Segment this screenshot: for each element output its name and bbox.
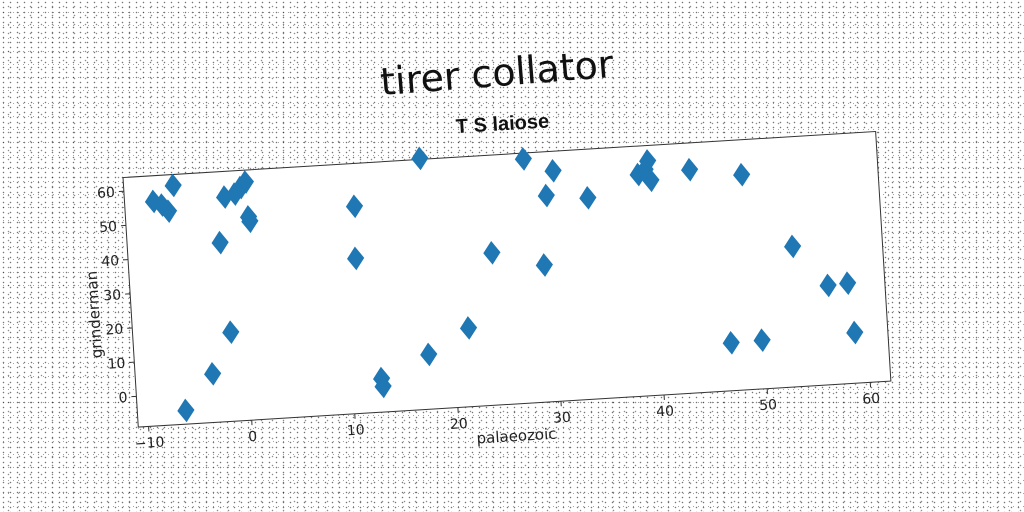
y-tick-label: 20 <box>105 322 124 339</box>
data-point <box>177 398 195 423</box>
x-tick-label: 40 <box>656 403 675 420</box>
x-axis: −10 0 10 20 30 40 50 60 <box>134 382 881 453</box>
y-tick-label: 30 <box>103 287 122 304</box>
plot-area: T S laiose −10 0 10 20 30 40 50 60 0 10 20 30 40 50 6… <box>83 110 892 453</box>
x-tick-label: 60 <box>862 391 881 408</box>
data-point <box>239 205 258 229</box>
x-tick-label: 50 <box>759 397 778 414</box>
y-tick-label: 50 <box>99 219 118 236</box>
data-point <box>681 157 699 182</box>
data-point <box>411 146 429 171</box>
data-point <box>347 246 365 271</box>
scatter-series <box>144 146 864 423</box>
x-axis-label: palaeozoic <box>476 425 557 448</box>
data-point <box>236 170 255 194</box>
data-point <box>374 374 392 399</box>
data-point <box>345 194 364 219</box>
y-axis: 0 10 20 30 40 50 60 <box>97 185 137 407</box>
plot-frame <box>122 130 892 428</box>
data-point <box>544 158 562 183</box>
y-tick-label: 40 <box>101 253 120 270</box>
data-point <box>483 240 501 265</box>
data-point <box>819 273 837 298</box>
y-tick-label: 0 <box>118 390 128 407</box>
data-point <box>846 320 864 345</box>
chart-subtitle: T S laiose <box>455 110 550 138</box>
data-point <box>537 183 555 208</box>
chart-main-title: tirer collator <box>379 42 616 104</box>
data-point <box>839 271 857 296</box>
data-point <box>514 147 532 171</box>
y-tick-label: 60 <box>97 185 116 202</box>
y-tick-label: 10 <box>107 356 126 373</box>
y-axis-label: grinderman <box>83 270 106 358</box>
x-tick-label: −10 <box>134 435 164 453</box>
data-point <box>535 253 553 277</box>
data-point <box>753 328 771 353</box>
x-tick-label: 10 <box>346 422 365 439</box>
data-point <box>420 342 438 367</box>
data-point <box>722 330 740 355</box>
data-point <box>222 320 240 345</box>
data-point <box>164 173 182 198</box>
data-point <box>579 186 597 210</box>
data-point <box>211 230 229 255</box>
data-point <box>784 234 802 259</box>
data-point <box>159 199 178 223</box>
data-point <box>642 168 660 193</box>
data-point <box>459 316 478 340</box>
x-tick-label: 0 <box>248 429 258 446</box>
data-point <box>204 361 222 386</box>
x-tick-label: 20 <box>450 416 469 433</box>
x-tick-label: 30 <box>553 410 572 427</box>
data-point <box>733 162 751 187</box>
